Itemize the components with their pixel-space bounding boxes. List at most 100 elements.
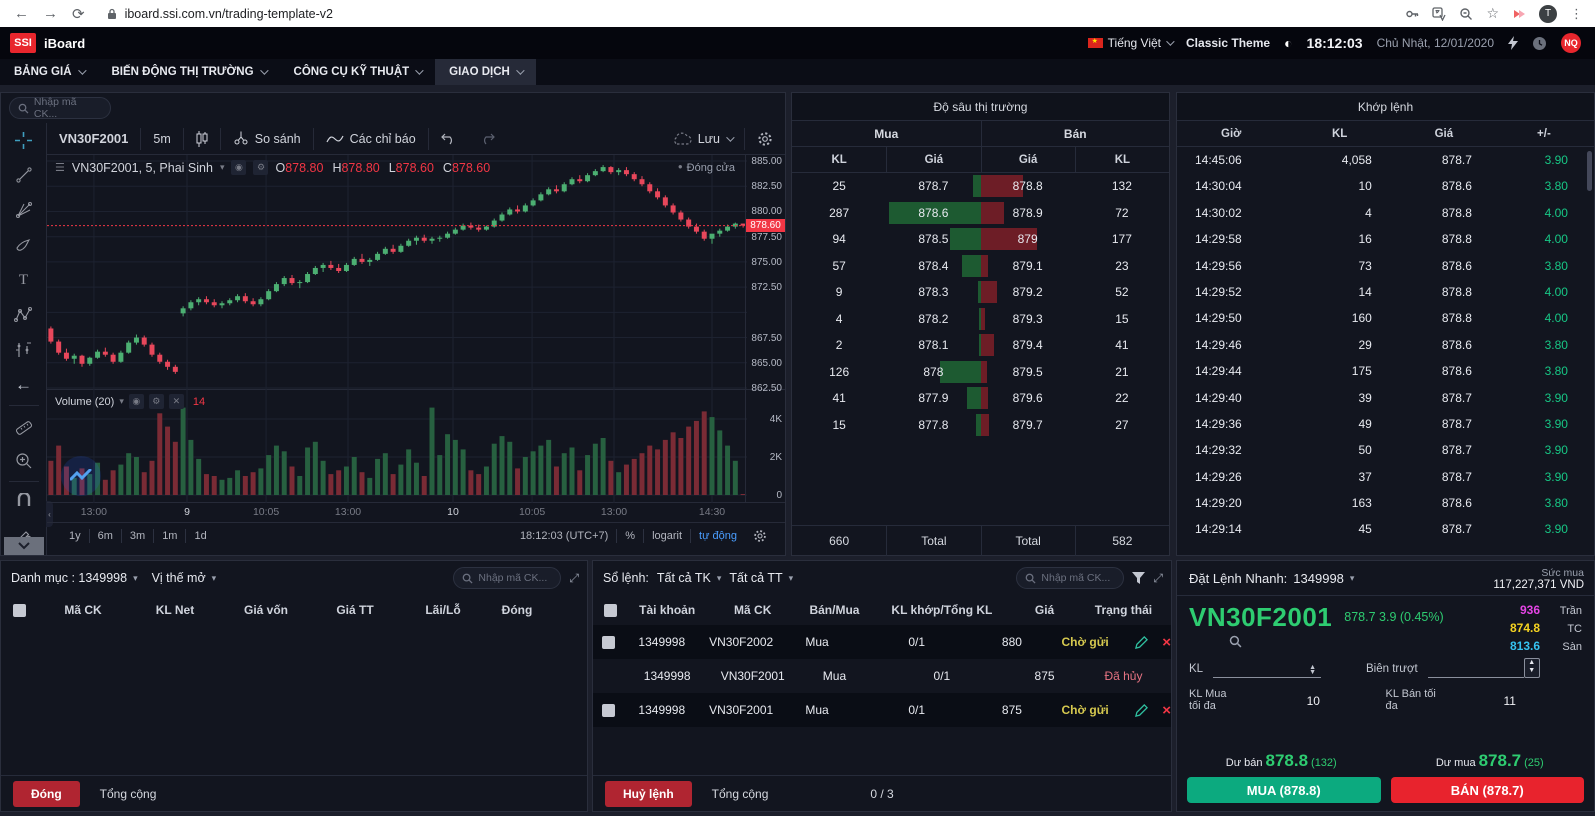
extension-icon[interactable]	[1512, 7, 1526, 21]
depth-row[interactable]: 2 878.1 879.4 41	[792, 332, 1169, 359]
trendline-tool-icon[interactable]	[13, 166, 35, 184]
depth-row[interactable]: 41 877.9 879.6 22	[792, 385, 1169, 412]
cancel-order-icon[interactable]: ×	[1162, 701, 1171, 719]
zoom-icon[interactable]	[1459, 7, 1473, 21]
volume-eye-icon[interactable]: ◉	[128, 394, 144, 409]
range-button-3m[interactable]: 3m	[129, 529, 146, 542]
order-row[interactable]: 1349998 VN30F2001 Mua 0/1 875 Đã hủy	[593, 659, 1171, 693]
select-all-checkbox[interactable]	[603, 603, 617, 617]
volume-legend-label[interactable]: Volume (20)	[55, 395, 115, 408]
legend-title[interactable]: VN30F2001, 5, Phai Sinh	[71, 160, 213, 175]
select-all-checkbox[interactable]	[12, 603, 26, 617]
legend-menu-icon[interactable]: ☰	[55, 162, 65, 174]
trade-row[interactable]: 14:29:40 39 878.7 3.90	[1177, 385, 1594, 411]
legend-settings-icon[interactable]: ⚙	[253, 160, 269, 175]
gann-fib-tool-icon[interactable]	[13, 201, 35, 219]
close-position-button[interactable]: Đóng	[13, 780, 80, 807]
trade-row[interactable]: 14:29:44 175 878.6 3.80	[1177, 358, 1594, 384]
orders-search-input[interactable]: Nhập mã CK...	[1016, 567, 1125, 589]
edit-order-icon[interactable]	[1135, 703, 1149, 717]
trade-row[interactable]: 14:29:14 45 878.7 3.90	[1177, 516, 1594, 542]
panel-collapse-handle[interactable]: ‹	[46, 501, 53, 527]
candlestick-chart[interactable]	[47, 155, 747, 390]
pattern-tool-icon[interactable]	[13, 306, 35, 324]
candle-style-button[interactable]	[184, 123, 220, 154]
time-axis[interactable]: 13:00 9 10:05 13:00 10 10:05 13:00 14:30	[47, 503, 785, 523]
depth-row[interactable]: 57 878.4 879.1 23	[792, 253, 1169, 280]
search-input[interactable]: Nhập mã CK...	[9, 96, 111, 120]
depth-row[interactable]: 287 878.6 878.9 72	[792, 200, 1169, 227]
clock-icon[interactable]	[1532, 36, 1547, 51]
chart-clock[interactable]: 18:12:03 (UTC+7)	[519, 529, 609, 542]
expand-icon[interactable]: ⤢	[569, 570, 579, 585]
depth-row[interactable]: 25 878.7 878.8 132	[792, 173, 1169, 200]
lightning-icon[interactable]	[1508, 36, 1518, 50]
chart-settings-button[interactable]	[745, 123, 785, 154]
auto-scale-button[interactable]: tự động	[699, 529, 737, 542]
trades-scrollbar[interactable]	[1587, 151, 1592, 191]
back-icon[interactable]: ←	[14, 5, 29, 22]
trade-row[interactable]: 14:30:04 10 878.6 3.80	[1177, 173, 1594, 199]
nav-item-0[interactable]: BẢNG GIÁ	[0, 59, 98, 85]
range-button-1m[interactable]: 1m	[162, 529, 178, 542]
portfolio-search-input[interactable]: Nhập mã CK...	[453, 567, 562, 589]
trade-row[interactable]: 14:29:36 49 878.7 3.90	[1177, 411, 1594, 437]
trade-row[interactable]: 14:29:26 37 878.7 3.90	[1177, 464, 1594, 490]
arrow-tool-icon[interactable]: ←	[15, 375, 32, 394]
all-status-dropdown[interactable]: Tất cả TT ▾	[729, 571, 794, 585]
reload-icon[interactable]: ⟳	[72, 5, 85, 23]
depth-row[interactable]: 94 878.5 879 177	[792, 226, 1169, 253]
bookmark-star-icon[interactable]: ☆	[1486, 5, 1499, 21]
slippage-input[interactable]	[1427, 658, 1524, 678]
text-tool-icon[interactable]: T	[18, 271, 29, 288]
footer-settings-icon[interactable]	[745, 529, 775, 543]
measure-tool-icon[interactable]	[13, 417, 35, 435]
trade-row[interactable]: 14:29:20 163 878.6 3.80	[1177, 490, 1594, 516]
expand-icon[interactable]: ⤢	[1153, 570, 1163, 585]
order-checkbox[interactable]	[602, 703, 616, 717]
volume-settings-icon[interactable]: ⚙	[148, 394, 164, 409]
portfolio-account-dropdown[interactable]: Danh mục : 1349998 ▾	[11, 571, 138, 585]
theme-toggle-icon[interactable]: ◐	[1284, 35, 1293, 51]
range-button-1y[interactable]: 1y	[69, 529, 81, 542]
forward-icon[interactable]: →	[43, 5, 58, 22]
undo-button[interactable]	[429, 123, 468, 154]
price-axis[interactable]: 885.00 882.50 880.00 877.50 875.00 872.50 867.…	[745, 155, 785, 394]
magnet-tool-icon[interactable]	[13, 493, 35, 511]
kebab-menu-icon[interactable]: ⋮	[1570, 5, 1583, 21]
order-checkbox[interactable]	[602, 635, 616, 649]
volume-pane[interactable]: Volume (20) ▾ ◉ ⚙ ✕ 14 4K 2K 0	[47, 390, 785, 503]
depth-row[interactable]: 9 878.3 879.2 52	[792, 279, 1169, 306]
compare-button[interactable]: So sánh	[221, 123, 313, 154]
nav-item-1[interactable]: BIẾN ĐỘNG THỊ TRƯỜNG	[98, 59, 280, 85]
depth-row[interactable]: 126 878 879.5 21	[792, 359, 1169, 386]
quick-symbol[interactable]: VN30F2001	[1189, 602, 1333, 632]
volume-close-icon[interactable]: ✕	[168, 394, 184, 409]
order-row[interactable]: 1349998 VN30F2002 Mua 0/1 880 Chờ gửi ×	[593, 625, 1171, 659]
range-button-6m[interactable]: 6m	[97, 529, 113, 542]
filter-icon[interactable]	[1132, 572, 1146, 584]
nav-item-3[interactable]: GIAO DỊCH	[435, 59, 536, 85]
key-icon[interactable]	[1405, 7, 1419, 21]
trade-row[interactable]: 14:29:58 16 878.8 4.00	[1177, 226, 1594, 252]
open-positions-dropdown[interactable]: Vị thế mở ▾	[151, 571, 217, 585]
language-selector[interactable]: Tiếng Việt	[1087, 36, 1175, 50]
percent-scale-button[interactable]: %	[625, 529, 636, 542]
depth-row[interactable]: 4 878.2 879.3 15	[792, 306, 1169, 333]
volume-chart[interactable]	[47, 390, 747, 503]
quantity-input[interactable]	[1213, 658, 1322, 678]
quick-order-account-dropdown[interactable]: Đặt Lệnh Nhanh: 1349998 ▾	[1189, 571, 1355, 586]
price-pane[interactable]: ☰ VN30F2001, 5, Phai Sinh ▾ ◉ ⚙ O878.80 H…	[47, 155, 785, 394]
forecast-tool-icon[interactable]	[13, 341, 35, 359]
edit-order-icon[interactable]	[1135, 635, 1149, 649]
translate-icon[interactable]	[1432, 6, 1447, 21]
save-layout-button[interactable]: Lưu	[660, 123, 744, 154]
order-row[interactable]: 1349998 VN30F2001 Mua 0/1 875 Chờ gửi ×	[593, 693, 1171, 727]
trade-row[interactable]: 14:29:46 29 878.6 3.80	[1177, 332, 1594, 358]
indicators-button[interactable]: Các chỉ báo	[314, 123, 428, 154]
trade-row[interactable]: 14:45:06 4,058 878.7 3.90	[1177, 147, 1594, 173]
trade-row[interactable]: 14:30:02 4 878.8 4.00	[1177, 200, 1594, 226]
log-scale-button[interactable]: logarit	[652, 529, 683, 542]
chart-symbol-button[interactable]: VN30F2001	[59, 131, 129, 146]
user-avatar[interactable]: NQ	[1561, 33, 1581, 53]
